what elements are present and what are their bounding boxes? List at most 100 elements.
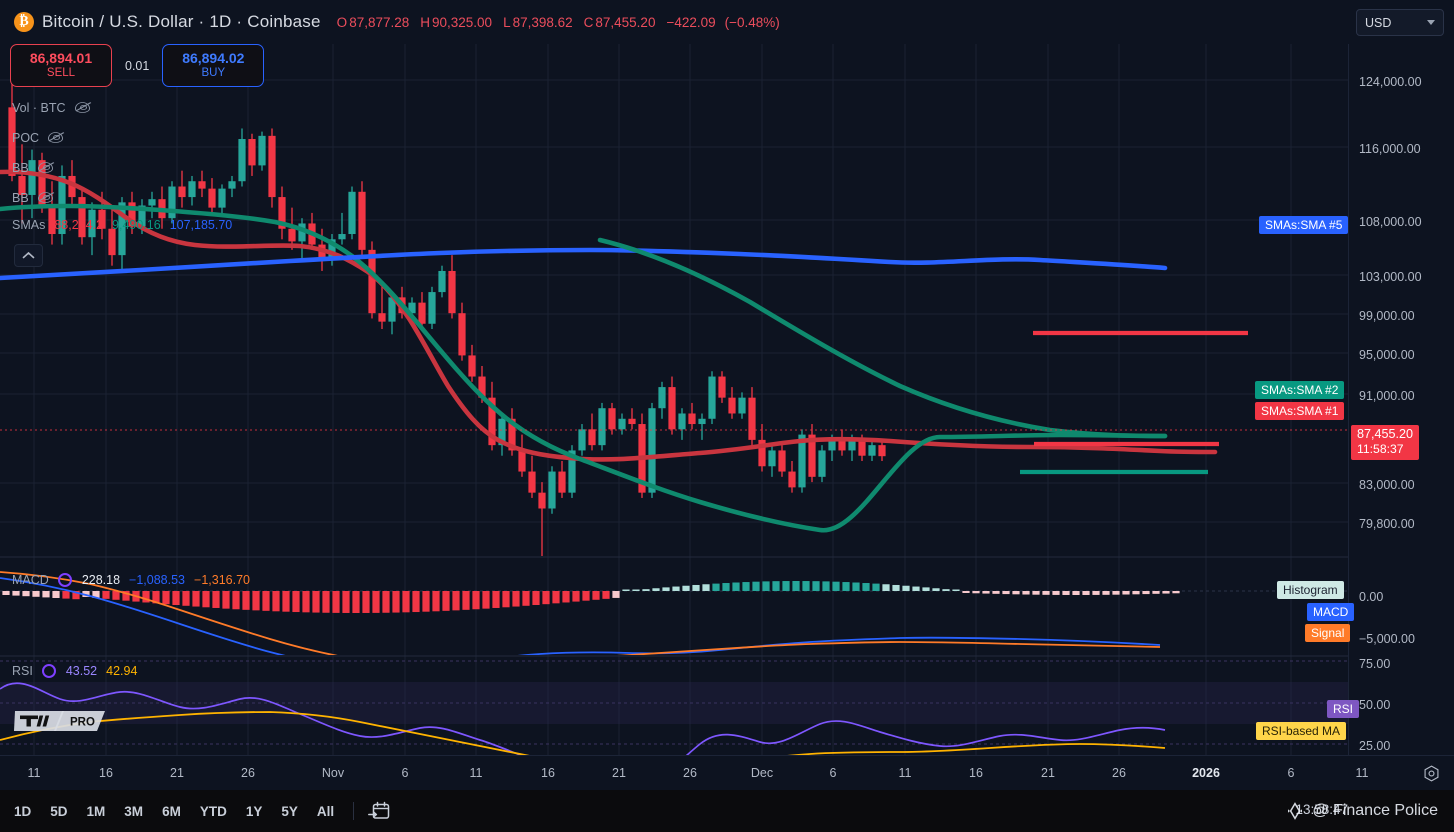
legend-bb-upper-label: BB bbox=[12, 160, 29, 175]
macd-histogram-bar bbox=[172, 591, 180, 605]
badge-rsi-ma[interactable]: RSI-based MA bbox=[1256, 722, 1347, 740]
buy-button[interactable]: 86,894.02 BUY bbox=[162, 44, 265, 87]
macd-histogram-bar bbox=[362, 591, 370, 613]
macd-histogram-bar bbox=[502, 591, 510, 608]
candle-body bbox=[418, 302, 426, 324]
candle-body bbox=[318, 244, 326, 261]
legend-volume[interactable]: Vol · BTC bbox=[12, 100, 90, 115]
rsi-ma-value: 42.94 bbox=[106, 664, 138, 678]
legend-bb-upper[interactable]: BB bbox=[12, 160, 53, 175]
legend-macd[interactable]: MACD 228.18 −1,088.53 −1,316.70 bbox=[12, 573, 250, 587]
candle-body bbox=[458, 313, 466, 356]
time-axis-tick: 11 bbox=[898, 766, 912, 780]
macd-histogram-bar bbox=[402, 591, 410, 613]
price-axis-label: 83,000.00 bbox=[1359, 478, 1415, 492]
timeframe-3m[interactable]: 3M bbox=[124, 803, 144, 819]
eye-off-icon[interactable] bbox=[37, 192, 53, 203]
badge-sma5[interactable]: SMAs:SMA #5 bbox=[1259, 216, 1349, 234]
badge-rsi[interactable]: RSI bbox=[1327, 700, 1360, 718]
chart-plot-area[interactable]: Vol · BTC POC BB BB SMAs 88,274.2 9,490.… bbox=[0, 44, 1348, 755]
macd-histogram-bar bbox=[1152, 591, 1160, 594]
macd-histogram-bar bbox=[692, 584, 700, 591]
refresh-icon[interactable] bbox=[57, 573, 72, 587]
sell-button[interactable]: 86,894.01 SELL bbox=[10, 44, 112, 87]
badge-macd[interactable]: MACD bbox=[1307, 603, 1355, 621]
candle-body bbox=[648, 408, 656, 493]
eye-off-icon[interactable] bbox=[74, 102, 90, 113]
price-axis[interactable]: 124,000.00 116,000.00 108,000.00 103,000.00… bbox=[1348, 44, 1454, 755]
sma2-line-descending bbox=[597, 237, 1168, 439]
macd-histogram-bar bbox=[572, 591, 580, 602]
symbol-title[interactable]: Bitcoin / U.S. Dollar · 1D · Coinbase bbox=[42, 12, 321, 32]
macd-histogram-bar bbox=[792, 581, 800, 591]
timeframe-1y[interactable]: 1Y bbox=[245, 803, 263, 819]
candle-body bbox=[248, 139, 256, 166]
legend-smas[interactable]: SMAs 88,274.2 9,490.16 107,185.70 bbox=[12, 218, 232, 232]
price-axis-label: 124,000.00 bbox=[1359, 75, 1422, 89]
macd-histogram-bar bbox=[852, 582, 860, 591]
eye-off-icon[interactable] bbox=[37, 162, 53, 173]
candle-body bbox=[738, 397, 746, 414]
collapse-pane-button[interactable] bbox=[14, 244, 43, 267]
bottom-toolbar: 1D 5D 1M 3M 6M YTD 1Y 5Y All 13:58:47 bbox=[0, 790, 1454, 832]
chart-header: ₿ Bitcoin / U.S. Dollar · 1D · Coinbase … bbox=[0, 0, 1454, 44]
macd-histogram-bar bbox=[412, 591, 420, 613]
timeframe-5y[interactable]: 5Y bbox=[281, 803, 298, 819]
tradingview-pro-logo[interactable]: PRO bbox=[12, 708, 108, 739]
calendar-range-icon[interactable] bbox=[368, 801, 390, 821]
macd-histogram-bar bbox=[1082, 591, 1090, 595]
timeframe-1m[interactable]: 1M bbox=[86, 803, 106, 819]
time-axis-tick: 6 bbox=[829, 766, 837, 780]
candle-body bbox=[288, 228, 296, 242]
candle-body bbox=[508, 418, 516, 451]
currency-selector[interactable]: USD bbox=[1356, 9, 1444, 36]
candle-body bbox=[218, 188, 226, 208]
timeframe-5d[interactable]: 5D bbox=[50, 803, 68, 819]
refresh-icon[interactable] bbox=[41, 664, 56, 678]
legend-poc[interactable]: POC bbox=[12, 130, 64, 145]
price-axis-label: 108,000.00 bbox=[1359, 215, 1422, 229]
macd-histogram-bar bbox=[922, 587, 930, 591]
macd-histogram-bar bbox=[972, 591, 980, 594]
candle-body bbox=[238, 139, 246, 182]
legend-smas-label: SMAs bbox=[12, 218, 46, 232]
timeframe-ytd[interactable]: YTD bbox=[199, 803, 227, 819]
candle-body bbox=[228, 181, 236, 189]
timezone-settings-icon[interactable] bbox=[1423, 765, 1440, 782]
sma5-value: 107,185.70 bbox=[169, 218, 233, 232]
legend-rsi[interactable]: RSI 43.52 42.94 bbox=[12, 664, 137, 678]
candle-body bbox=[338, 234, 346, 240]
price-axis-label: 91,000.00 bbox=[1359, 389, 1415, 403]
sma2-value: 9,490.16 bbox=[112, 218, 161, 232]
legend-bb-lower[interactable]: BB bbox=[12, 190, 53, 205]
badge-sma2[interactable]: SMAs:SMA #2 bbox=[1255, 381, 1345, 399]
macd-histogram-bar bbox=[332, 591, 340, 613]
candle-body bbox=[298, 223, 306, 242]
candle-body bbox=[68, 175, 76, 198]
macd-axis-label: 0.00 bbox=[1359, 590, 1384, 604]
timeframe-1d[interactable]: 1D bbox=[14, 803, 32, 819]
sell-price: 86,894.01 bbox=[29, 49, 93, 66]
candle-body bbox=[38, 160, 46, 208]
macd-histogram-bar bbox=[642, 589, 650, 591]
rsi-axis-label: 25.00 bbox=[1359, 739, 1391, 753]
chart-canvas bbox=[0, 44, 1348, 755]
trade-buttons: 86,894.01 SELL 0.01 86,894.02 BUY bbox=[10, 44, 265, 87]
candle-body bbox=[578, 429, 586, 451]
interval-label[interactable]: 1D bbox=[209, 12, 232, 31]
candle-body bbox=[808, 434, 816, 477]
macd-histogram-bar bbox=[612, 591, 620, 598]
eye-off-icon[interactable] bbox=[48, 132, 64, 143]
macd-histogram-bar bbox=[392, 591, 400, 613]
time-axis[interactable]: 11 16 21 26 Nov 6 11 16 21 26 Dec 6 11 16 21 26 2026 6 11 bbox=[0, 755, 1454, 790]
macd-histogram-bar bbox=[942, 589, 950, 591]
timeframe-all[interactable]: All bbox=[316, 803, 335, 819]
exchange-label[interactable]: Coinbase bbox=[247, 12, 321, 31]
badge-histogram[interactable]: Histogram bbox=[1277, 581, 1344, 599]
candle-body bbox=[788, 471, 796, 488]
badge-sma1[interactable]: SMAs:SMA #1 bbox=[1255, 402, 1345, 420]
badge-signal[interactable]: Signal bbox=[1305, 624, 1351, 642]
macd-histogram-bar bbox=[702, 584, 710, 591]
timeframe-6m[interactable]: 6M bbox=[162, 803, 181, 819]
